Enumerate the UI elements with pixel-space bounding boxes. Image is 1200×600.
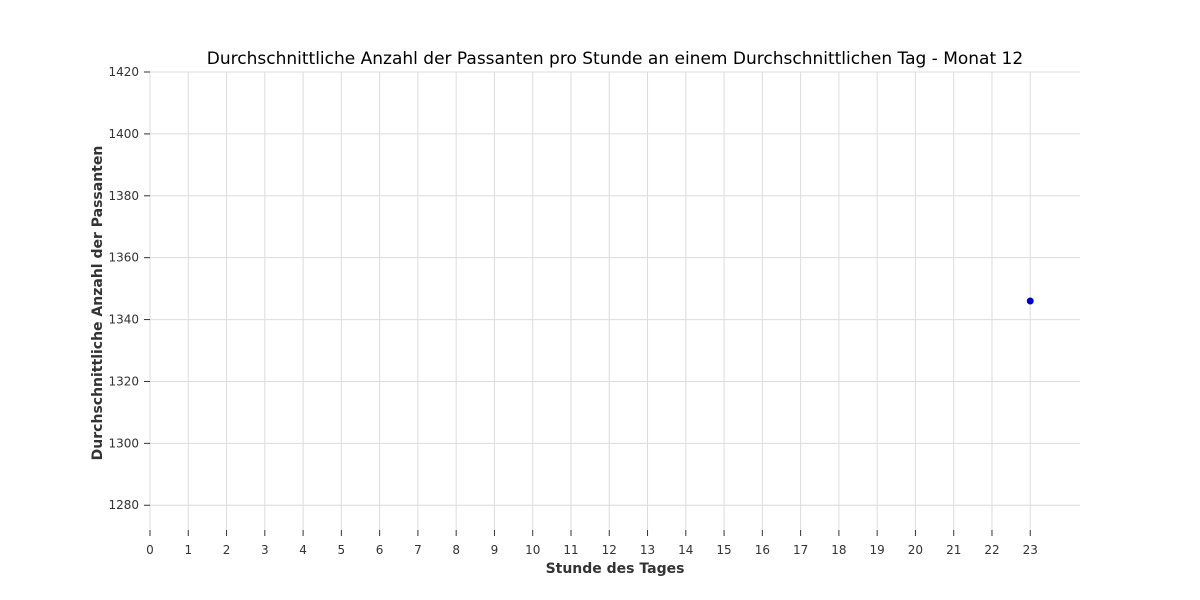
- x-tick-label: 11: [563, 543, 578, 557]
- x-tick-label: 8: [452, 543, 460, 557]
- grid: [149, 71, 1080, 530]
- y-axis-label: Durchschnittliche Anzahl der Passanten: [90, 146, 106, 461]
- x-tick-label: 3: [261, 543, 269, 557]
- chart-title: Durchschnittliche Anzahl der Passanten p…: [207, 49, 1023, 69]
- x-tick-label: 21: [946, 543, 961, 557]
- axis-ticks: 0 1 2 3 4 5 6 7 8 9 10 11 12 13 14 15 16 17 18 19 20 21 22 2312…: [108, 65, 1037, 557]
- y-tick-label: 1300: [108, 436, 139, 450]
- x-tick-label: 20: [908, 543, 923, 557]
- x-tick-label: 9: [491, 543, 499, 557]
- x-tick-label: 15: [716, 543, 731, 557]
- x-tick-label: 19: [870, 543, 885, 557]
- x-tick-label: 23: [1023, 543, 1038, 557]
- y-tick-label: 1280: [108, 498, 139, 512]
- x-tick-label: 16: [755, 543, 770, 557]
- x-tick-label: 1: [184, 543, 192, 557]
- data-points: [1026, 297, 1034, 305]
- x-tick-label: 6: [376, 543, 384, 557]
- y-tick-label: 1320: [108, 374, 139, 388]
- x-tick-label: 5: [338, 543, 346, 557]
- x-tick-label: 18: [831, 543, 846, 557]
- y-tick-label: 1360: [108, 251, 139, 265]
- data-point: [1026, 297, 1034, 305]
- x-axis-label: Stunde des Tages: [546, 561, 685, 577]
- x-tick-label: 17: [793, 543, 808, 557]
- x-tick-label: 13: [640, 543, 655, 557]
- y-tick-label: 1340: [108, 313, 139, 327]
- x-tick-label: 0: [146, 543, 154, 557]
- x-tick-label: 2: [223, 543, 231, 557]
- y-tick-label: 1400: [108, 127, 139, 141]
- x-tick-label: 4: [299, 543, 307, 557]
- x-tick-label: 7: [414, 543, 422, 557]
- y-tick-label: 1420: [108, 65, 139, 79]
- x-tick-label: 22: [984, 543, 999, 557]
- x-tick-label: 12: [602, 543, 617, 557]
- x-tick-label: 10: [525, 543, 540, 557]
- y-tick-label: 1380: [108, 189, 139, 203]
- x-tick-label: 14: [678, 543, 693, 557]
